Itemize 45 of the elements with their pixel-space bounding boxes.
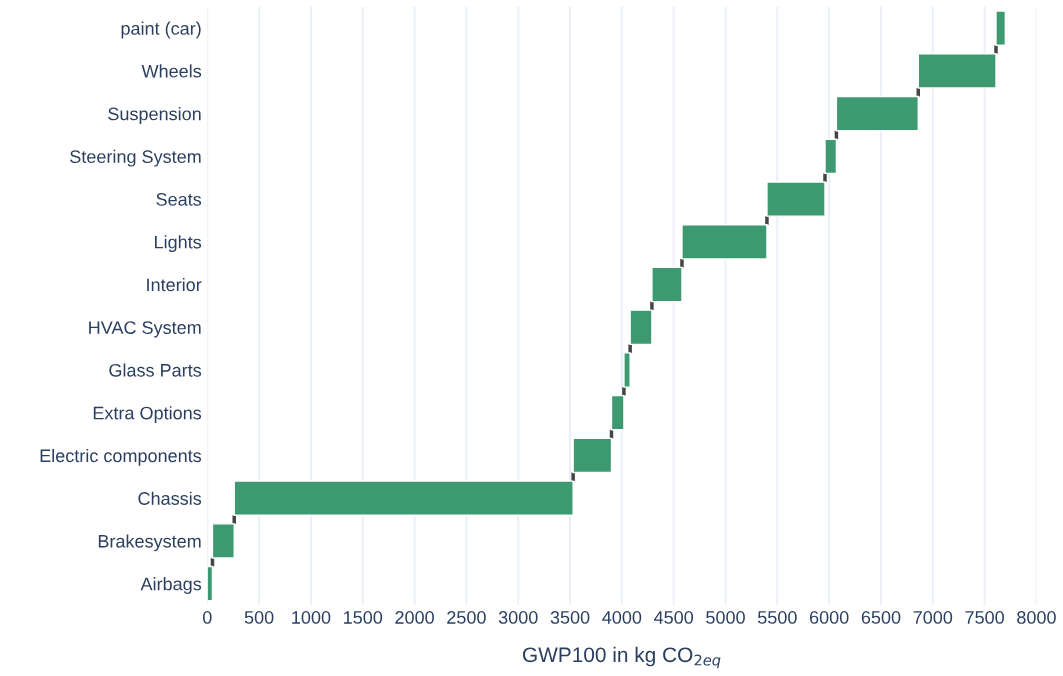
- x-tick-label: 8000: [1017, 611, 1056, 624]
- bar: [917, 53, 997, 89]
- y-tick-label: Airbags: [140, 577, 202, 594]
- y-tick-label: Chassis: [138, 491, 202, 505]
- bar: [766, 181, 826, 217]
- x-tick-label: 3000: [498, 611, 538, 624]
- y-tick-label: Seats: [156, 192, 202, 206]
- y-tick-label: paint (car): [121, 21, 201, 39]
- x-tick-label: 7000: [913, 611, 953, 624]
- y-tick-label: HVAC System: [89, 321, 201, 338]
- x-axis-title: GWP100 in kg CO$_{2eq}$: [523, 646, 721, 669]
- x-tick-label: 5500: [757, 611, 797, 624]
- x-tick-label: 7500: [965, 611, 1004, 624]
- bar: [651, 266, 683, 303]
- y-tick-label: Lights: [155, 235, 202, 253]
- y-tick-label: Brakesystem: [98, 534, 201, 552]
- y-tick-label: Electric components: [40, 448, 202, 466]
- bar: [629, 309, 653, 346]
- y-tick-label: Wheels: [141, 64, 202, 78]
- x-tick-label: 2000: [395, 611, 434, 624]
- x-tick-label: 6500: [861, 611, 901, 624]
- bar: [211, 523, 235, 559]
- x-tick-label: 0: [202, 611, 212, 624]
- y-tick-label: Glass Parts: [109, 363, 202, 377]
- x-tick-label: 3500: [550, 611, 590, 624]
- y-tick-label: Suspension: [108, 107, 201, 124]
- bar: [623, 352, 631, 388]
- bar: [835, 95, 919, 132]
- x-tick-label: 6000: [809, 611, 849, 624]
- bar: [995, 10, 1007, 46]
- x-tick-label: 500: [244, 611, 274, 624]
- x-tick-label: 1500: [344, 611, 383, 624]
- y-tick-label: Steering System: [70, 149, 201, 167]
- bar: [572, 437, 613, 474]
- y-tick-label: Interior: [147, 277, 202, 292]
- bar: [824, 138, 838, 175]
- x-tick-label: 4000: [602, 611, 642, 624]
- y-tick-label: Extra Options: [93, 406, 202, 424]
- x-tick-label: 4500: [654, 611, 694, 624]
- bar: [233, 480, 574, 516]
- x-tick-label: 2500: [447, 611, 486, 624]
- bar: [681, 224, 768, 260]
- bar: [610, 394, 625, 431]
- x-tick-label: 1000: [292, 611, 331, 624]
- x-tick-label: 5000: [706, 611, 745, 624]
